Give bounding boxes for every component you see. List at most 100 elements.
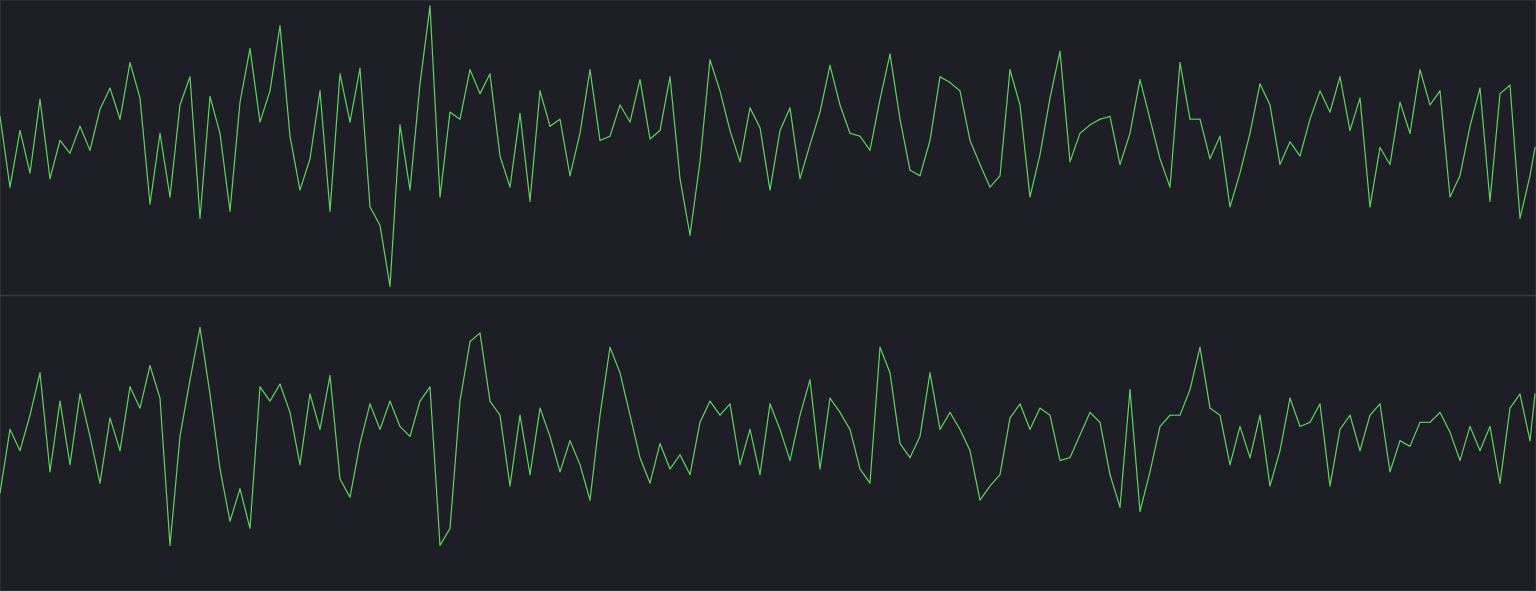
channel-1-sample-point — [1009, 69, 1011, 71]
channel-2-sample-point — [1319, 403, 1321, 405]
channel-2-sample-point — [1079, 434, 1081, 436]
channel-1-sample-point — [309, 158, 311, 160]
channel-2-sample-point — [1529, 440, 1531, 442]
channel-1-sample-point — [259, 121, 261, 123]
channel-2-sample-point — [669, 468, 671, 470]
channel-2-sample-point — [889, 372, 891, 374]
channel-2-sample-point — [879, 346, 881, 348]
channel-1-sample-point — [769, 189, 771, 191]
channel-1-sample-point — [1089, 124, 1091, 126]
channel-2-sample-point — [399, 425, 401, 428]
channel-1-sample-point — [1259, 83, 1261, 85]
channel-2-sample-point — [39, 372, 41, 374]
channel-2-sample-point — [599, 414, 601, 416]
channel-1-sample-point — [1059, 50, 1061, 52]
channel-2-sample-point — [149, 365, 151, 367]
channel-2-sample-point — [1229, 464, 1231, 466]
channel-1-sample-point — [579, 132, 581, 134]
channel-1-sample-point — [629, 121, 631, 123]
channel-2-sample-point — [109, 417, 111, 419]
channel-1-sample-point — [209, 96, 211, 98]
channel-2-sample-point — [1189, 389, 1191, 391]
channel-1-sample-point — [1379, 146, 1381, 149]
channel-2-sample-point — [1149, 471, 1151, 473]
channel-1-sample-point — [759, 127, 761, 129]
channel-1-sample-point — [669, 76, 671, 78]
channel-1-sample-point — [1189, 118, 1191, 120]
channel-2-sample-point — [1099, 421, 1101, 423]
channel-1-sample-point — [1159, 158, 1161, 160]
channel-1-sample-point — [879, 98, 881, 100]
channel-1-sample-point — [179, 104, 181, 106]
channel-2-sample-point — [699, 421, 701, 423]
channel-1-sample-point — [159, 132, 161, 134]
channel-2-sample-point — [539, 407, 541, 409]
channel-1-sample-point — [1429, 104, 1431, 106]
channel-2-sample-point — [299, 464, 301, 466]
channel-1-sample-point — [609, 135, 611, 137]
channel-2-sample-point — [1379, 403, 1381, 405]
channel-1-sample-point — [529, 200, 531, 202]
channel-1-sample-point — [389, 285, 391, 287]
channel-1-sample-point — [939, 76, 941, 78]
channel-2-sample-point — [1509, 407, 1511, 409]
channel-1-sample-point — [119, 118, 121, 120]
channel-1-sample-point — [779, 129, 781, 132]
channel-2-sample-point — [1439, 411, 1441, 413]
channel-2-sample-point — [949, 411, 951, 413]
channel-1-sample-point — [49, 178, 51, 180]
channel-1-sample-point — [279, 25, 281, 27]
channel-1-sample-point — [429, 5, 431, 7]
channel-1-sample-point — [509, 186, 511, 188]
channel-1-sample-point — [479, 93, 481, 95]
channel-2-sample-point — [189, 379, 191, 381]
channel-1-sample-point — [919, 175, 921, 177]
channel-1-sample-point — [1239, 172, 1241, 174]
channel-2-sample-point — [839, 411, 841, 413]
channel-2-sample-point — [269, 400, 271, 402]
channel-2-sample-point — [519, 414, 521, 416]
channel-1-sample-point — [319, 90, 321, 92]
channel-1-sample-point — [819, 111, 821, 113]
channel-2-sample-point — [179, 435, 181, 437]
channel-2-sample-point — [49, 471, 51, 473]
channel-1-sample-point — [899, 118, 901, 120]
channel-1-sample-point — [1469, 125, 1471, 127]
channel-1-sample-point — [989, 186, 991, 188]
channel-2-sample-point — [959, 428, 961, 430]
channel-1-sample-point — [1439, 90, 1441, 92]
channel-2-sample-point — [679, 454, 681, 456]
channel-2-sample-point — [1289, 397, 1291, 399]
channel-2-sample-point — [9, 428, 11, 430]
channel-2-sample-point — [1369, 414, 1371, 416]
channel-1-sample-point — [1489, 200, 1491, 202]
channel-1-sample-point — [109, 87, 111, 89]
channel-1-sample-point — [399, 124, 401, 126]
channel-2-sample-point — [1299, 425, 1301, 428]
channel-2-sample-point — [259, 386, 261, 388]
channel-1-sample-point — [1349, 129, 1351, 132]
channel-1-sample-point — [1389, 163, 1391, 166]
channel-2-sample-point — [1359, 450, 1361, 452]
channel-1-sample-point — [239, 101, 241, 103]
channel-1-sample-point — [1109, 115, 1111, 117]
channel-2-sample-point — [239, 488, 241, 490]
channel-1-sample-point — [1179, 62, 1181, 64]
channel-2-sample-point — [1329, 485, 1331, 487]
channel-1-sample-point — [959, 90, 961, 92]
channel-2-sample-point — [1489, 425, 1491, 428]
channel-2-sample-point — [379, 428, 381, 430]
channel-1-sample-point — [9, 186, 11, 188]
channel-2-sample-point — [1159, 425, 1161, 428]
channel-2-sample-point — [69, 464, 71, 466]
channel-1-sample-point — [1099, 118, 1101, 120]
channel-1-panel — [0, 5, 1536, 287]
channel-1-sample-point — [929, 139, 931, 141]
channel-2-sample-point — [1409, 445, 1411, 447]
channel-1-sample-point — [0, 115, 1, 117]
channel-2-sample-point — [739, 464, 741, 466]
channel-2-sample-point — [409, 435, 411, 437]
channel-1-sample-point — [139, 97, 141, 99]
channel-1-sample-point — [1249, 132, 1251, 134]
